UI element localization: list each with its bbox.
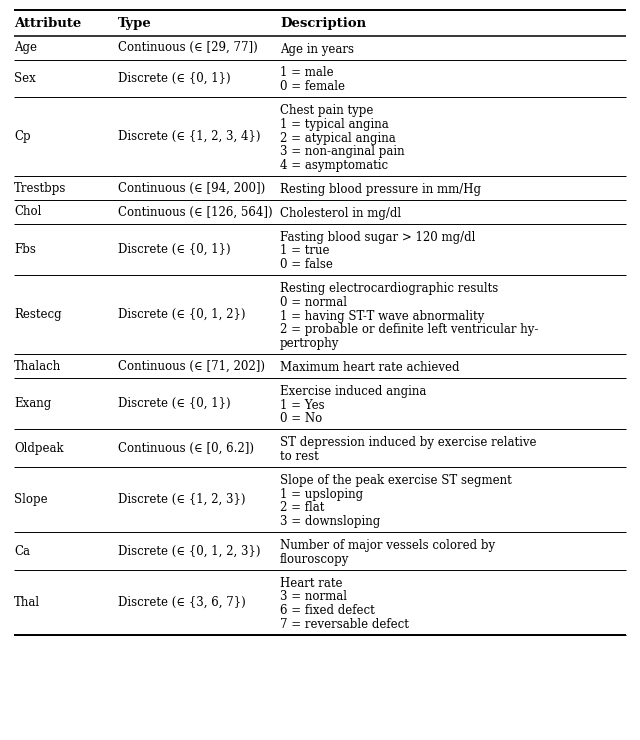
Text: Exercise induced angina: Exercise induced angina [280, 385, 426, 397]
Text: flouroscopy: flouroscopy [280, 553, 349, 566]
Text: Age in years: Age in years [280, 42, 354, 56]
Text: 1 = male: 1 = male [280, 67, 333, 79]
Text: Age: Age [14, 41, 37, 54]
Text: Slope: Slope [14, 493, 47, 506]
Text: Ca: Ca [14, 545, 30, 557]
Text: Heart rate: Heart rate [280, 576, 342, 590]
Text: Discrete (∈ {3, 6, 7}): Discrete (∈ {3, 6, 7}) [118, 596, 246, 609]
Text: Maximum heart rate achieved: Maximum heart rate achieved [280, 361, 460, 374]
Text: Discrete (∈ {0, 1, 2, 3}): Discrete (∈ {0, 1, 2, 3}) [118, 545, 260, 557]
Text: Thalach: Thalach [14, 360, 61, 373]
Text: Discrete (∈ {0, 1}): Discrete (∈ {0, 1}) [118, 243, 230, 256]
Text: to rest: to rest [280, 450, 319, 463]
Text: 6 = fixed defect: 6 = fixed defect [280, 604, 375, 617]
Text: 2 = flat: 2 = flat [280, 501, 324, 514]
Text: Discrete (∈ {0, 1, 2}): Discrete (∈ {0, 1, 2}) [118, 308, 246, 321]
Text: 3 = normal: 3 = normal [280, 591, 347, 603]
Text: Thal: Thal [14, 596, 40, 609]
Text: Number of major vessels colored by: Number of major vessels colored by [280, 539, 495, 552]
Text: Continuous (∈ [29, 77]): Continuous (∈ [29, 77]) [118, 41, 258, 54]
Text: Discrete (∈ {0, 1}): Discrete (∈ {0, 1}) [118, 72, 230, 85]
Text: Continuous (∈ [0, 6.2]): Continuous (∈ [0, 6.2]) [118, 442, 254, 454]
Text: ST depression induced by exercise relative: ST depression induced by exercise relati… [280, 436, 536, 449]
Text: 0 = female: 0 = female [280, 80, 345, 93]
Text: Slope of the peak exercise ST segment: Slope of the peak exercise ST segment [280, 474, 512, 487]
Text: Attribute: Attribute [14, 17, 81, 30]
Text: 1 = upsloping: 1 = upsloping [280, 488, 363, 500]
Text: pertrophy: pertrophy [280, 337, 339, 350]
Text: Cholesterol in mg/dl: Cholesterol in mg/dl [280, 206, 401, 220]
Text: 3 = non-anginal pain: 3 = non-anginal pain [280, 145, 404, 158]
Text: Discrete (∈ {0, 1}): Discrete (∈ {0, 1}) [118, 397, 230, 410]
Text: Oldpeak: Oldpeak [14, 442, 63, 454]
Text: 2 = probable or definite left ventricular hy-: 2 = probable or definite left ventricula… [280, 323, 538, 336]
Text: Resting electrocardiographic results: Resting electrocardiographic results [280, 282, 499, 295]
Text: 2 = atypical angina: 2 = atypical angina [280, 132, 396, 144]
Text: Exang: Exang [14, 397, 51, 410]
Text: 1 = typical angina: 1 = typical angina [280, 118, 388, 131]
Text: 4 = asymptomatic: 4 = asymptomatic [280, 159, 388, 172]
Text: Description: Description [280, 17, 366, 30]
Text: Fasting blood sugar > 120 mg/dl: Fasting blood sugar > 120 mg/dl [280, 231, 476, 243]
Text: Type: Type [118, 17, 152, 30]
Text: 1 = true: 1 = true [280, 244, 330, 258]
Text: Fbs: Fbs [14, 243, 36, 256]
Text: Chest pain type: Chest pain type [280, 104, 373, 117]
Text: Cp: Cp [14, 130, 31, 144]
Text: Chol: Chol [14, 206, 42, 218]
Text: 7 = reversable defect: 7 = reversable defect [280, 618, 409, 631]
Text: 1 = having ST-T wave abnormality: 1 = having ST-T wave abnormality [280, 309, 484, 323]
Text: 1 = Yes: 1 = Yes [280, 399, 324, 411]
Text: Continuous (∈ [71, 202]): Continuous (∈ [71, 202]) [118, 360, 265, 373]
Text: 0 = No: 0 = No [280, 412, 323, 426]
Text: Discrete (∈ {1, 2, 3, 4}): Discrete (∈ {1, 2, 3, 4}) [118, 130, 260, 144]
Text: 0 = normal: 0 = normal [280, 296, 347, 309]
Text: Trestbps: Trestbps [14, 181, 67, 195]
Text: Continuous (∈ [94, 200]): Continuous (∈ [94, 200]) [118, 181, 265, 195]
Text: Restecg: Restecg [14, 308, 61, 321]
Text: 0 = false: 0 = false [280, 258, 333, 271]
Text: Sex: Sex [14, 72, 36, 85]
Text: Discrete (∈ {1, 2, 3}): Discrete (∈ {1, 2, 3}) [118, 493, 246, 506]
Text: Resting blood pressure in mm/Hg: Resting blood pressure in mm/Hg [280, 183, 481, 196]
Text: 3 = downsloping: 3 = downsloping [280, 515, 380, 528]
Text: Continuous (∈ [126, 564]): Continuous (∈ [126, 564]) [118, 206, 273, 218]
